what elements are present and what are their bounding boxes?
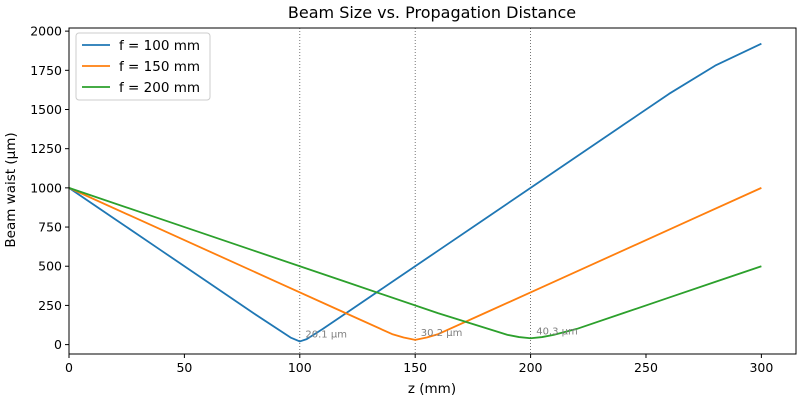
series-line-3 [69, 187, 762, 340]
x-tick-label: 150 [403, 360, 427, 375]
series-line-2 [69, 187, 762, 341]
chart-title: Beam Size vs. Propagation Distance [288, 3, 576, 22]
minimum-waist-annotation: 20.1 µm [305, 329, 347, 340]
x-tick-label: 200 [519, 360, 543, 375]
y-tick-label: 1250 [30, 141, 62, 156]
x-tick-label: 250 [634, 360, 658, 375]
legend-label-2: f = 150 mm [119, 59, 200, 75]
y-tick-label: 250 [38, 298, 62, 313]
y-tick-label: 1000 [30, 180, 62, 195]
y-tick-label: 1500 [30, 102, 62, 117]
x-tick-label: 50 [176, 360, 192, 375]
legend: f = 100 mm f = 150 mm f = 200 mm [75, 32, 211, 101]
y-tick-label: 1750 [30, 63, 62, 78]
y-tick-label: 0 [54, 337, 62, 352]
y-tick-label: 2000 [30, 24, 62, 39]
plot-area: 20.1 µm 30.2 µm 40.3 µm 0 50 100 150 200 250 300 0… [30, 24, 797, 375]
legend-label-1: f = 100 mm [119, 38, 200, 54]
minimum-waist-annotation: 30.2 µm [421, 328, 463, 339]
legend-label-3: f = 200 mm [119, 80, 200, 96]
x-axis-title: z (mm) [408, 381, 456, 397]
minimum-waist-annotation: 40.3 µm [536, 326, 578, 337]
x-tick-label: 300 [749, 360, 773, 375]
y-axis-title: Beam waist (µm) [3, 132, 19, 247]
y-tick-label: 500 [38, 259, 62, 274]
plot-frame [68, 27, 797, 355]
y-tick-label: 750 [38, 220, 62, 235]
legend-box [75, 32, 211, 101]
x-tick-label: 100 [288, 360, 312, 375]
x-tick-label: 0 [65, 360, 73, 375]
